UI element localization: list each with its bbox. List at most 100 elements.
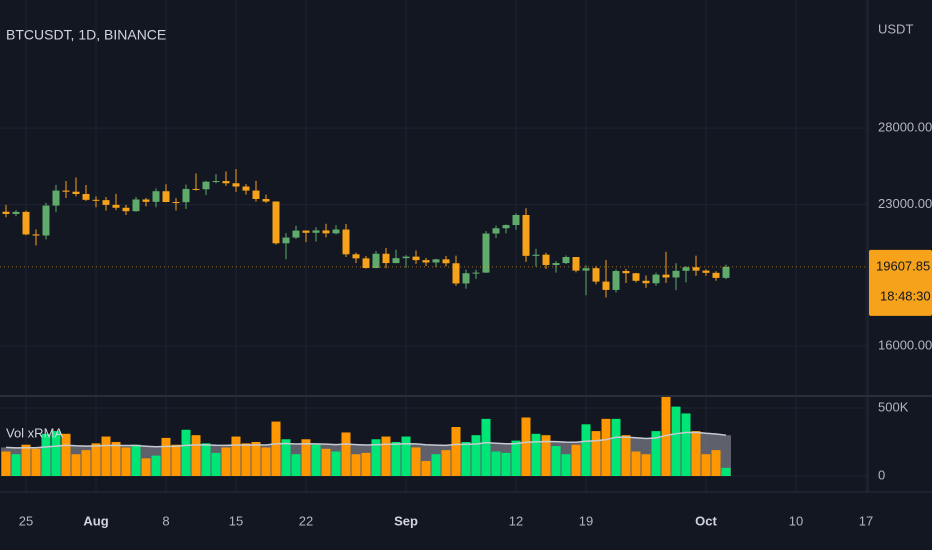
candle-body <box>442 259 450 264</box>
volume-bar <box>171 444 181 476</box>
candle-body <box>172 202 180 204</box>
candle-body <box>552 263 560 266</box>
candle-body <box>502 225 510 229</box>
candle-body <box>222 181 230 184</box>
candle-body <box>592 268 600 282</box>
volume-bar <box>581 424 591 476</box>
candle-body <box>332 229 340 234</box>
volume-bar <box>341 432 351 476</box>
candle-body <box>322 230 330 234</box>
volume-bar <box>551 446 561 476</box>
candle-body <box>152 191 160 202</box>
volume-bar <box>371 439 381 476</box>
volume-bar <box>501 452 511 476</box>
candle-body <box>302 230 310 233</box>
candle-body <box>362 258 370 269</box>
volume-bar <box>361 452 371 476</box>
candle-body <box>162 191 170 203</box>
candle-body <box>632 273 640 281</box>
volume-bar <box>241 443 251 476</box>
volume-bar <box>11 454 21 476</box>
volume-bar <box>721 467 731 476</box>
candle-body <box>52 190 60 206</box>
last-price-box <box>869 249 932 316</box>
candle-body <box>482 233 490 273</box>
volume-bar <box>401 436 411 476</box>
candle-body <box>712 272 720 278</box>
volume-bar <box>391 441 401 476</box>
rma-column <box>421 444 431 476</box>
volume-bar <box>461 441 471 476</box>
x-tick-label: Oct <box>695 513 717 528</box>
last-price-label: 19607.85 <box>876 258 930 273</box>
volume-bar <box>471 435 481 476</box>
volume-bar <box>1 451 11 476</box>
volume-bar <box>511 440 521 476</box>
volume-bar <box>201 443 211 476</box>
candle-body <box>372 253 380 269</box>
candle-body <box>122 207 130 212</box>
candle-body <box>142 199 150 202</box>
candle-body <box>652 274 660 284</box>
candle-body <box>512 214 520 226</box>
candle-body <box>452 263 460 284</box>
currency-label: USDT <box>878 21 913 36</box>
candle-body <box>462 273 470 284</box>
chart-title: BTCUSDT, 1D, BINANCE <box>6 27 166 43</box>
volume-bar <box>141 458 151 476</box>
candle-body <box>422 260 430 263</box>
candle-body <box>612 271 620 290</box>
volume-label: Vol xRMA <box>6 425 63 440</box>
volume-bar <box>381 436 391 476</box>
volume-bar <box>161 437 171 476</box>
volume-bar <box>411 447 421 476</box>
volume-bar <box>491 451 501 476</box>
volume-bar <box>271 421 281 476</box>
candle-body <box>72 191 80 195</box>
candle-body <box>132 199 140 212</box>
candle-body <box>662 274 670 278</box>
candle-body <box>62 190 70 192</box>
candle-body <box>212 181 220 183</box>
y-tick-label: 28000.00 <box>878 120 932 135</box>
candle-body <box>102 200 110 205</box>
x-tick-label: 15 <box>229 513 243 528</box>
candle-body <box>602 281 610 290</box>
volume-bar <box>611 418 621 476</box>
candle-body <box>682 267 690 271</box>
rma-line <box>5 431 727 449</box>
volume-bar <box>291 454 301 476</box>
candle-body <box>312 230 320 233</box>
rma-column <box>721 435 731 476</box>
candle-body <box>702 270 710 273</box>
volume-bar <box>191 435 201 476</box>
candle-body <box>82 194 90 200</box>
candle-body <box>572 257 580 271</box>
candle-body <box>42 205 50 236</box>
x-tick-label: 8 <box>162 513 169 528</box>
candle-body <box>22 211 30 235</box>
candle-body <box>542 254 550 266</box>
volume-bar <box>671 406 681 476</box>
candle-body <box>402 256 410 259</box>
candle-body <box>582 268 590 271</box>
candle-body <box>472 272 480 274</box>
candle-body <box>342 229 350 255</box>
candle-body <box>242 186 250 191</box>
volume-bar <box>621 435 631 476</box>
candle-body <box>382 253 390 264</box>
candle-body <box>562 257 570 264</box>
candle-body <box>192 188 200 190</box>
candle-body <box>262 198 270 202</box>
volume-bar <box>701 454 711 476</box>
candles <box>0 168 868 298</box>
candle-body <box>672 270 680 278</box>
volume-bar <box>251 441 261 476</box>
volume-bar <box>131 444 141 476</box>
candle-body <box>232 183 240 187</box>
x-tick-label: 19 <box>579 513 593 528</box>
volume-bar <box>61 433 71 476</box>
volume-tick-label: 500K <box>878 399 909 414</box>
volume-bar <box>681 413 691 476</box>
volume-bar <box>301 439 311 476</box>
